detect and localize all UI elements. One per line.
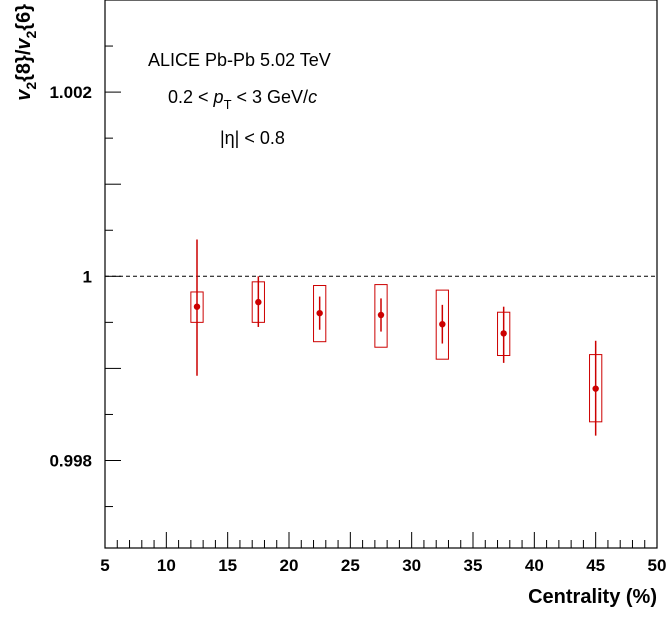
data-marker	[316, 309, 323, 317]
y-tick-label: 0.998	[49, 452, 92, 471]
x-tick-label: 30	[402, 556, 421, 575]
x-tick-label: 5	[100, 556, 109, 575]
y-tick-label: 1.002	[49, 83, 92, 102]
x-tick-label: 10	[157, 556, 176, 575]
data-marker	[193, 303, 201, 310]
data-point-group	[497, 306, 511, 363]
x-axis-tick-labels: 5 10 15 20 25 30 35 40 45 50	[100, 556, 666, 575]
y-axis-title: v2{8}/v2{6}	[13, 4, 39, 101]
data-point-group	[313, 285, 327, 343]
y-axis-tick-labels: 0.998 1 1.002	[49, 83, 92, 470]
data-point-group	[251, 276, 265, 327]
annotation-pt-range: 0.2 < pT < 3 GeV/c	[168, 87, 317, 112]
x-tick-label: 50	[648, 556, 667, 575]
data-marker	[500, 330, 507, 337]
data-points	[190, 239, 603, 436]
x-tick-label: 15	[218, 556, 237, 575]
x-tick-label: 40	[525, 556, 544, 575]
systematic-box	[374, 284, 388, 348]
x-axis-ticks	[104, 532, 658, 548]
y-tick-label: 1	[83, 267, 92, 286]
data-marker	[377, 311, 385, 319]
data-marker	[592, 385, 599, 392]
data-marker	[439, 320, 446, 328]
x-tick-label: 20	[280, 556, 299, 575]
data-point-group	[589, 340, 603, 436]
x-tick-label: 25	[341, 556, 360, 575]
data-marker	[255, 298, 262, 306]
annotation-system: ALICE Pb-Pb 5.02 TeV	[148, 50, 331, 70]
data-point-group	[190, 239, 204, 376]
systematic-box	[313, 285, 327, 343]
x-tick-label: 45	[586, 556, 605, 575]
data-point-group	[374, 284, 388, 348]
annotation-eta-range: |η| < 0.8	[220, 128, 285, 148]
plot-frame	[104, 0, 658, 549]
data-point-group	[435, 289, 449, 360]
x-axis-title: Centrality (%)	[528, 586, 657, 608]
y-axis-ticks	[105, 0, 121, 508]
x-tick-label: 35	[464, 556, 483, 575]
systematic-box	[435, 289, 449, 360]
